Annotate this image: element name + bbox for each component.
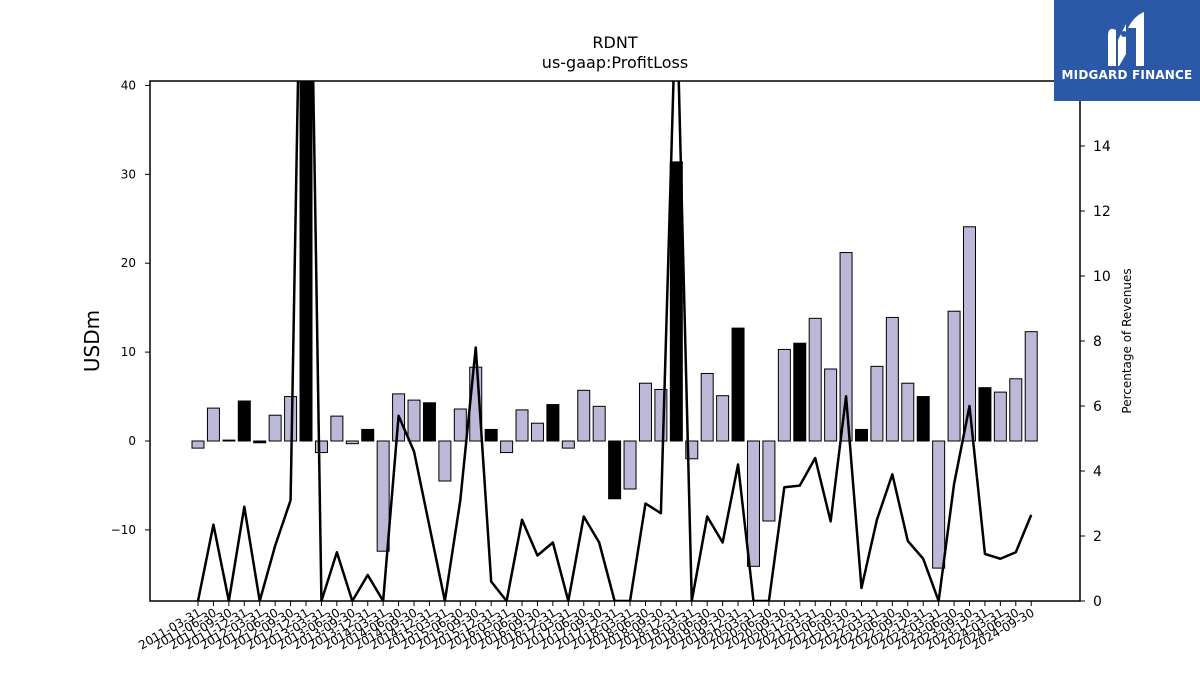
bar-2015-06-30 bbox=[453, 408, 467, 442]
bar-2024-06-30 bbox=[1009, 378, 1023, 442]
bar-2023-06-30 bbox=[947, 310, 961, 442]
y-tick-label: 40 bbox=[121, 78, 136, 92]
y-axis-label: USDm bbox=[80, 310, 104, 372]
y2-tick-label: 12 bbox=[1093, 204, 1111, 220]
bar-2021-12-31 bbox=[854, 428, 868, 442]
chart-title: RDNT bbox=[592, 33, 637, 52]
bar-2016-12-31 bbox=[546, 404, 560, 442]
bar-2020-12-31 bbox=[793, 342, 807, 442]
bar-2023-09-30 bbox=[963, 226, 976, 442]
y2-tick-label: 6 bbox=[1093, 399, 1102, 415]
bar-2023-12-31 bbox=[978, 387, 992, 442]
bar-2011-12-31 bbox=[237, 400, 251, 442]
bar-2013-03-31 bbox=[314, 440, 328, 454]
y-axis-right: 0 2 4 6 8 10 12 14 bbox=[1080, 139, 1111, 610]
bar-2015-12-31 bbox=[484, 428, 498, 442]
bar-2018-03-31 bbox=[623, 440, 637, 490]
bar-2021-06-30 bbox=[824, 368, 838, 442]
bar-2021-03-31 bbox=[808, 317, 822, 442]
bar-2022-09-30 bbox=[901, 382, 915, 442]
bar-2012-12-31 bbox=[299, 81, 313, 442]
bar-2013-12-31 bbox=[361, 428, 375, 442]
bar-2019-09-30 bbox=[716, 395, 730, 442]
y2-tick-label: 8 bbox=[1093, 334, 1102, 350]
bar-2021-09-30 bbox=[839, 252, 853, 442]
bar-2014-03-31 bbox=[376, 440, 390, 552]
bar-2019-12-31 bbox=[731, 327, 745, 442]
chart-subtitle: us-gaap:ProfitLoss bbox=[542, 53, 688, 72]
bar-2018-06-30 bbox=[638, 382, 652, 442]
bar-2020-03-31 bbox=[746, 440, 760, 567]
bar-2022-12-31 bbox=[916, 396, 930, 442]
bar-2024-09-30 bbox=[1024, 331, 1038, 442]
midgard-logo-icon bbox=[1108, 12, 1144, 66]
bar-2017-06-30 bbox=[577, 389, 591, 442]
bar-2013-06-30 bbox=[330, 415, 344, 442]
y2-tick-label: 4 bbox=[1093, 464, 1102, 480]
bar-2022-03-31 bbox=[870, 365, 884, 442]
x-axis: 2011-03-312011-06-302011-09-302011-12-31… bbox=[136, 601, 1037, 652]
y2-tick-label: 10 bbox=[1093, 269, 1111, 285]
line-layer bbox=[196, 81, 1033, 601]
y-tick-label: 0 bbox=[128, 434, 136, 448]
midgard-finance-logo: MIDGARD FINANCE bbox=[1054, 0, 1200, 101]
bar-2014-12-31 bbox=[422, 402, 436, 442]
bar-2018-12-31 bbox=[669, 161, 683, 442]
bar-2017-03-31 bbox=[561, 440, 575, 449]
bar-2019-06-30 bbox=[700, 372, 714, 442]
bar-2016-03-31 bbox=[500, 440, 514, 454]
y-tick-label: 10 bbox=[121, 345, 136, 359]
bar-2017-12-31 bbox=[608, 440, 622, 500]
bar-2011-03-31 bbox=[191, 440, 205, 449]
bar-2011-09-30 bbox=[222, 439, 236, 442]
y-tick-label: −10 bbox=[111, 523, 136, 537]
bar-2014-09-30 bbox=[407, 399, 421, 442]
y2-tick-label: 0 bbox=[1093, 594, 1102, 610]
bar-2012-03-31 bbox=[253, 440, 267, 444]
bar-2023-03-31 bbox=[932, 440, 946, 569]
bar-2024-03-31 bbox=[993, 391, 1007, 442]
bar-2022-06-30 bbox=[885, 316, 899, 442]
bars bbox=[191, 81, 1038, 569]
bar-2020-06-30 bbox=[762, 440, 776, 522]
logo-text: MIDGARD FINANCE bbox=[1061, 68, 1193, 82]
bar-2016-09-30 bbox=[530, 422, 544, 442]
y2-axis-label: Percentage of Revenues bbox=[1120, 268, 1134, 413]
y2-tick-label: 2 bbox=[1093, 529, 1102, 545]
bar-2012-06-30 bbox=[268, 414, 282, 442]
y2-tick-label: 14 bbox=[1093, 139, 1111, 155]
bar-2017-09-30 bbox=[592, 405, 606, 442]
bar-2013-09-30 bbox=[345, 440, 359, 445]
bar-2020-09-30 bbox=[777, 348, 791, 442]
bar-2016-06-30 bbox=[515, 409, 529, 442]
y-tick-label: 20 bbox=[121, 256, 136, 270]
bar-2011-06-30 bbox=[206, 407, 220, 442]
bar-2015-03-31 bbox=[438, 440, 452, 482]
y-axis-left: −10 0 10 20 30 40 bbox=[111, 78, 150, 537]
line-series bbox=[196, 81, 1033, 601]
y-tick-label: 30 bbox=[121, 167, 136, 181]
